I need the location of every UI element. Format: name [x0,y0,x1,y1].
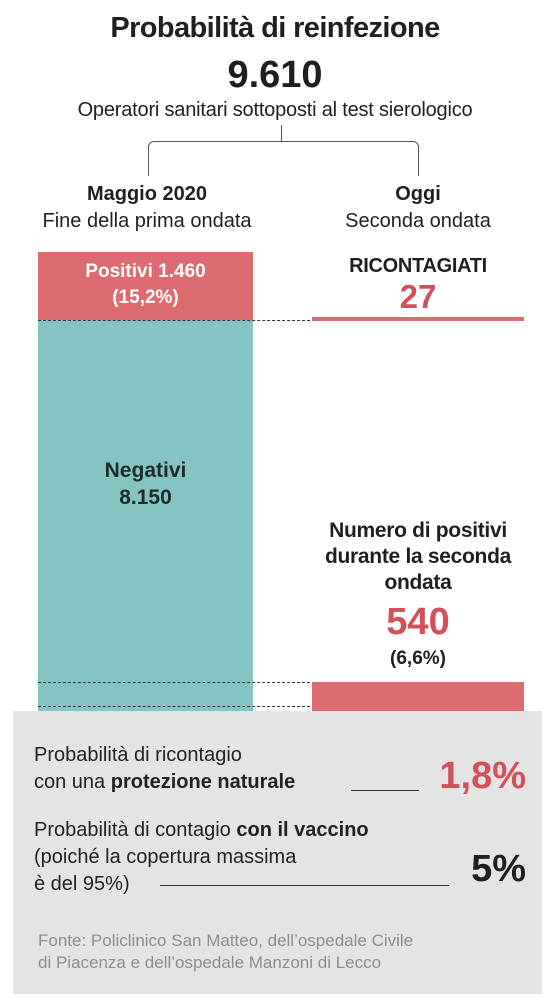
guide-line-second-wave-bottom [38,706,310,707]
reinfected-label: RICONTAGIATI [349,255,487,277]
reinfected-value: 27 [399,278,437,315]
vaccine-emphasis: con il vaccino [236,819,369,841]
total-count: 9.610 [227,54,323,96]
vaccine-leader-line [160,885,449,886]
vaccine-text-line1: Probabilità di contagio con il vaccino [34,817,369,844]
left-column-subtitle: Fine della prima ondata [42,210,252,232]
negatives-label: Negativi [104,459,187,482]
right-column-subtitle: Seconda ondata [345,210,491,232]
source-line1: Fonte: Policlinico San Matteo, dell’ospe… [38,931,414,950]
guide-line-second-wave-top [38,682,310,683]
second-wave-label-line: ondata [384,571,452,594]
natural-protection-text-line2: con una protezione naturale [34,769,295,796]
source-line2: di Piacenza e dell’ospedale Manzoni di L… [38,953,382,972]
guide-line-positives [38,320,310,321]
reinfected-bar [312,317,524,321]
natural-protection-emphasis: protezione naturale [110,771,296,793]
second-wave-label: Numero di positivi durante la seconda on… [300,518,536,596]
positives-percentage: (15,2%) [112,287,179,308]
probability-panel [13,711,542,994]
positives-label: Positivi 1.460 [85,261,206,282]
bracket-stem [281,125,282,141]
natural-protection-text-line1: Probabilità di ricontagio [34,744,242,766]
negatives-bar [38,320,253,715]
left-column-title: Maggio 2020 [86,183,208,205]
bracket-connector [148,141,419,176]
positives-bar [38,252,253,320]
right-column-title: Oggi [395,183,441,205]
chart-subtitle: Operatori sanitari sottoposti al test si… [77,99,473,121]
second-wave-percentage: (6,6%) [390,648,446,669]
second-wave-value: 540 [386,601,450,643]
natural-protection-value: 1,8% [439,755,526,797]
natural-protection-prefix: con una [34,771,111,793]
chart-title: Probabilità di reinfezione [110,12,440,44]
second-wave-label-line: durante la seconda [325,545,511,568]
vaccine-prefix: Probabilità di contagio [34,819,237,841]
natural-protection-leader-line [351,790,419,791]
vaccine-value: 5% [471,848,526,890]
negatives-value: 8.150 [119,486,172,509]
second-wave-bar [312,682,524,715]
second-wave-label-line: Numero di positivi [329,519,507,542]
vaccine-text-line2: (poiché la copertura massima [34,846,297,868]
vaccine-text-line3: è del 95%) [34,873,130,895]
